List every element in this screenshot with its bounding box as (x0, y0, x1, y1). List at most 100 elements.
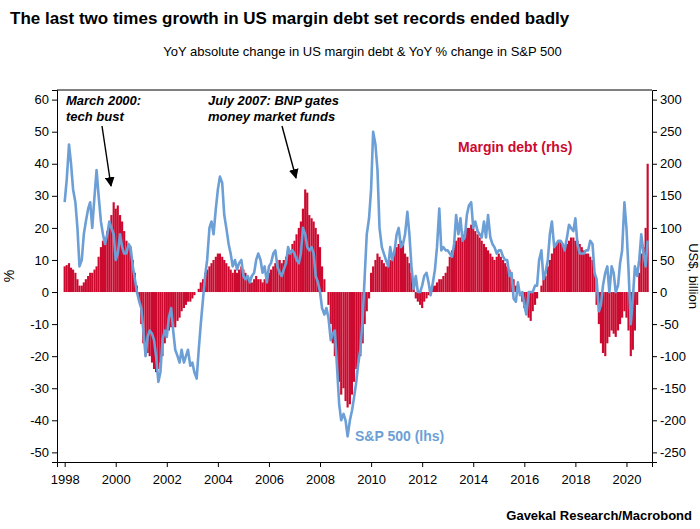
tick: 2012 (408, 462, 437, 487)
tick-mark (52, 388, 57, 389)
series-label: Margin debt (rhs) (458, 139, 572, 155)
bar (176, 292, 178, 321)
bar (230, 270, 232, 292)
tick-label: -150 (660, 381, 686, 396)
bar (372, 266, 374, 292)
bar (402, 244, 404, 292)
tick-mark (52, 164, 57, 165)
tick-label: 10 (35, 253, 49, 268)
bar (228, 266, 230, 292)
bar (261, 282, 263, 292)
tick-label: 250 (660, 124, 682, 139)
tick-label: 200 (660, 156, 682, 171)
bar (536, 292, 538, 298)
bar (98, 257, 100, 292)
bar (540, 286, 542, 292)
bar (87, 276, 89, 292)
tick-label: 2000 (102, 472, 131, 487)
bar (489, 254, 491, 292)
bar (485, 247, 487, 292)
tick: -200 (652, 413, 686, 428)
tick: -30 (30, 381, 57, 396)
tick: -50 (652, 317, 679, 332)
bar (408, 263, 410, 292)
bar (223, 260, 225, 292)
bar (617, 292, 619, 330)
annotation: March 2000:tech bust (66, 93, 141, 124)
bar (583, 250, 585, 292)
tick: -10 (30, 317, 57, 332)
tick-label: -200 (660, 413, 686, 428)
bar (623, 292, 625, 311)
tick: 2014 (459, 462, 488, 487)
tick: 40 (35, 156, 57, 171)
bar (293, 241, 295, 292)
tick-label: 2004 (204, 472, 233, 487)
tick: -100 (652, 349, 686, 364)
bar (555, 244, 557, 292)
tick: 10 (35, 253, 57, 268)
tick-label: 40 (35, 156, 49, 171)
bar (196, 292, 198, 293)
tick-label: 50 (35, 124, 49, 139)
annotation-arrow (102, 126, 111, 186)
bar (338, 292, 340, 382)
bar (376, 254, 378, 292)
bar (438, 279, 440, 292)
bar (68, 263, 70, 292)
bar (157, 292, 159, 369)
bar (289, 250, 291, 292)
annotation-arrow (282, 126, 296, 178)
bar (459, 238, 461, 293)
annotation-line: July 2007: BNP gates (208, 93, 339, 108)
series-label: S&P 500 (lhs) (355, 428, 444, 444)
bar (613, 292, 615, 334)
tick-label: 0 (42, 285, 49, 300)
bar (570, 238, 572, 293)
bar (253, 279, 255, 292)
bar (572, 238, 574, 293)
bar (421, 292, 423, 308)
bar (81, 286, 83, 292)
bar (181, 292, 183, 311)
tick-mark (320, 462, 321, 467)
bar (100, 247, 102, 292)
y-axis-title: % (1, 270, 17, 282)
bar (149, 292, 151, 356)
tick-label: -50 (660, 317, 679, 332)
bar (349, 292, 351, 404)
source: Gavekal Research/Macrobond (506, 508, 692, 523)
bar (89, 273, 91, 292)
bar (225, 263, 227, 292)
bar (274, 263, 276, 292)
tick-label: 300 (660, 92, 682, 107)
tick: 50 (652, 253, 674, 268)
tick-label: 100 (660, 221, 682, 236)
tick: 2002 (153, 462, 182, 487)
tick-label: -20 (30, 349, 49, 364)
bar (493, 260, 495, 292)
bar (185, 292, 187, 305)
bar (251, 282, 253, 292)
x-axis: 1998200020022004200620082010201220142016… (51, 462, 653, 487)
y2-axis: -250-200-150-100-50050100150200250300 (652, 91, 686, 463)
bar (436, 282, 438, 292)
tick-mark (52, 100, 57, 101)
bar (193, 292, 195, 295)
bar (272, 266, 274, 292)
tick-label: -30 (30, 381, 49, 396)
bar (96, 266, 98, 292)
bar (308, 215, 310, 292)
tick-label: -50 (30, 445, 49, 460)
tick: 20 (35, 221, 57, 236)
bar (606, 292, 608, 343)
bar (259, 279, 261, 292)
bar (366, 292, 368, 311)
bar (76, 279, 78, 292)
tick-label: 1998 (51, 472, 80, 487)
bar (370, 273, 372, 292)
bar (257, 279, 259, 292)
tick-label: 0 (660, 285, 667, 300)
tick: -40 (30, 413, 57, 428)
bar (491, 257, 493, 292)
